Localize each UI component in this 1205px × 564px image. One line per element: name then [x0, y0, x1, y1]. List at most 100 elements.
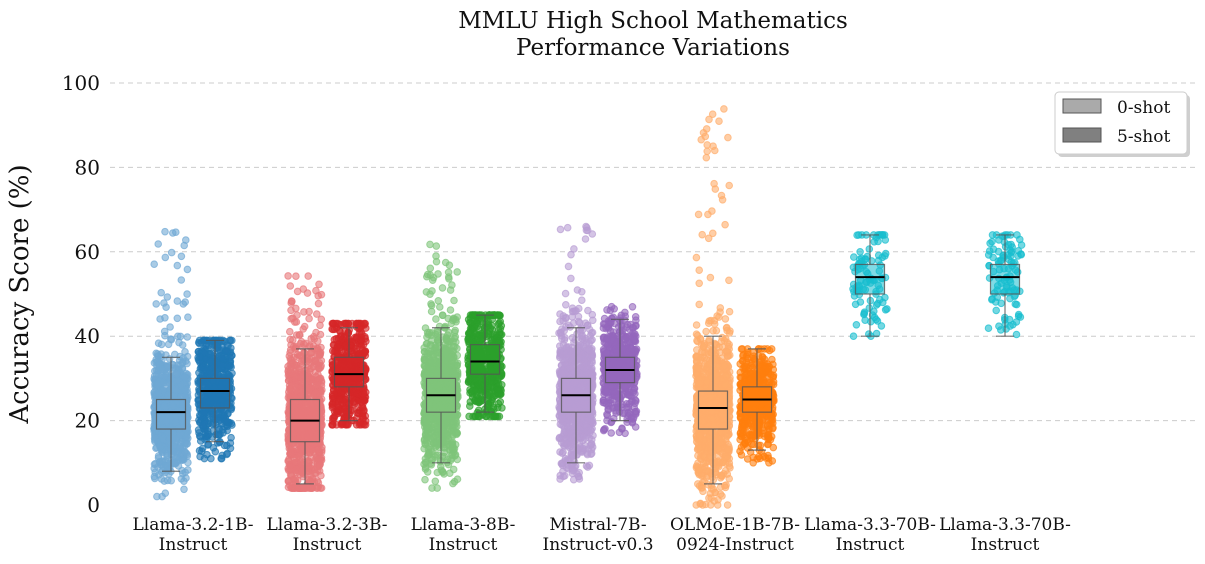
- data-point: [584, 321, 592, 330]
- data-point: [317, 315, 326, 324]
- data-point: [312, 286, 320, 295]
- data-point: [352, 319, 361, 328]
- data-point: [495, 325, 503, 334]
- data-point: [431, 431, 440, 440]
- data-point: [154, 240, 162, 248]
- data-point: [556, 310, 564, 318]
- data-point: [307, 364, 316, 373]
- data-point: [176, 332, 185, 341]
- data-point: [314, 299, 323, 308]
- data-point: [475, 314, 484, 323]
- data-point: [447, 335, 455, 343]
- data-point: [183, 290, 191, 298]
- data-point: [337, 408, 346, 417]
- data-point: [303, 289, 312, 297]
- y-gridlines: [110, 82, 1195, 422]
- data-point: [173, 386, 181, 394]
- data-point: [305, 307, 313, 316]
- data-point: [297, 446, 305, 454]
- data-point: [468, 393, 477, 402]
- data-point: [160, 477, 169, 485]
- data-point: [442, 347, 451, 356]
- data-point: [432, 416, 440, 424]
- data-point: [570, 245, 578, 253]
- data-point: [223, 426, 231, 435]
- data-point: [150, 434, 159, 443]
- data-point: [446, 306, 455, 314]
- data-point: [493, 311, 502, 319]
- data-point: [194, 426, 203, 434]
- data-point: [350, 388, 358, 397]
- data-point: [180, 485, 188, 494]
- data-point: [421, 414, 429, 423]
- data-point: [423, 339, 431, 348]
- data-point: [313, 310, 321, 318]
- data-point: [495, 319, 504, 327]
- data-point: [450, 296, 458, 305]
- data-point: [444, 268, 453, 277]
- data-point: [196, 353, 204, 361]
- data-point: [445, 275, 453, 283]
- data-point: [432, 242, 441, 250]
- data-point: [449, 479, 457, 488]
- data-point: [445, 261, 454, 270]
- data-point: [195, 446, 204, 455]
- data-point: [161, 253, 170, 262]
- data-point: [496, 398, 505, 406]
- data-point: [361, 333, 369, 341]
- data-point: [448, 316, 457, 325]
- data-point: [423, 451, 432, 460]
- data-point: [558, 460, 566, 468]
- data-point: [172, 370, 181, 378]
- data-point: [477, 397, 486, 405]
- data-point: [464, 378, 473, 386]
- data-point: [583, 223, 591, 232]
- data-point: [567, 274, 575, 283]
- data-point: [432, 343, 440, 352]
- data-point: [161, 331, 169, 340]
- data-point: [329, 417, 337, 425]
- data-point: [588, 443, 597, 451]
- data-point: [453, 344, 461, 353]
- data-point: [286, 462, 294, 470]
- data-point: [444, 421, 453, 430]
- data-point: [438, 284, 447, 292]
- data-point: [153, 357, 162, 366]
- data-point: [433, 484, 442, 492]
- data-point: [423, 349, 431, 358]
- data-point: [177, 252, 186, 261]
- data-point: [204, 430, 213, 439]
- data-point: [574, 312, 583, 321]
- data-point: [305, 314, 313, 323]
- data-point: [156, 315, 164, 323]
- data-point: [563, 223, 572, 232]
- data-point: [484, 391, 493, 400]
- data-point: [150, 472, 159, 481]
- data-point: [151, 459, 160, 468]
- data-point: [161, 461, 170, 470]
- data-point: [488, 326, 497, 334]
- data-point: [314, 337, 322, 346]
- data-point: [287, 306, 295, 315]
- data-point: [183, 265, 192, 274]
- data-point: [226, 439, 235, 447]
- data-point: [302, 373, 311, 382]
- data-point: [432, 257, 441, 266]
- data-point: [163, 293, 172, 301]
- data-point: [421, 368, 429, 377]
- data-point: [183, 333, 192, 341]
- data-point: [284, 376, 293, 385]
- data-point: [360, 390, 368, 398]
- data-point: [178, 466, 186, 475]
- data-point: [181, 373, 190, 381]
- data-point: [177, 276, 186, 284]
- data-point: [309, 332, 318, 341]
- data-point: [556, 225, 565, 234]
- data-point: [429, 273, 438, 282]
- data-point: [304, 272, 313, 280]
- data-point: [466, 327, 474, 336]
- data-point: [227, 351, 236, 360]
- data-point: [164, 340, 173, 349]
- data-point: [453, 268, 462, 276]
